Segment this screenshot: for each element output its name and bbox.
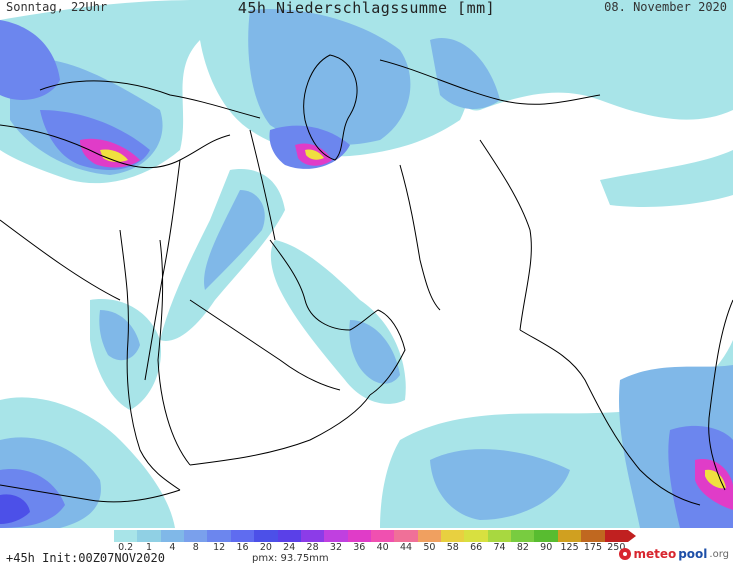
legend-swatch [207,530,231,542]
legend-label: 125 [560,542,579,553]
legend-label: 8 [192,542,199,553]
run-info: +45h Init:00Z07NOV2020 [6,551,165,565]
legend-label: 250 [607,542,626,553]
legend-swatch [417,530,442,542]
legend-arrow [628,530,636,542]
meteopool-logo[interactable]: meteo pool .org [619,547,729,561]
legend-swatch [511,530,535,542]
legend-swatch [487,530,512,542]
logo-icon [619,548,632,560]
legend-label: 4 [169,542,176,553]
coast-red-sea-e [157,239,191,466]
map-svg [0,0,733,528]
legend-label: 0.2 [118,542,134,553]
legend-label: 40 [376,542,389,553]
border-central-asia [379,59,601,105]
precipitation-map [0,0,733,528]
precip-nw-corner [0,20,60,100]
legend-label: 20 [259,542,272,553]
legend-label: 74 [493,542,506,553]
coast-india-west [519,329,701,506]
legend-swatch [324,530,348,542]
color-scale [114,530,636,542]
legend-swatch [557,530,582,542]
border-iran-iraq [249,129,276,241]
legend-swatch [254,530,278,542]
legend-swatch [347,530,371,542]
coast-arabia-south [189,394,371,466]
legend-label: 90 [540,542,553,553]
legend-label: 12 [213,542,226,553]
precip-central-asia-mid [430,38,500,110]
coast-turkey [0,124,231,169]
coast-africa-horn [0,484,181,503]
precip-horn-violet [0,494,30,524]
caspian-sea [303,54,358,161]
legend-label: 32 [329,542,342,553]
precip-levant-mid [204,190,265,290]
logo-text-org: .org [709,548,729,560]
coast-india-east [708,299,733,491]
legend-label: 28 [306,542,319,553]
legend-swatch [534,530,558,542]
legend-swatch [394,530,418,542]
max-precip: pmx: 93.75mm [252,553,329,564]
border-saudi [189,299,341,391]
precip-caucasus-mid [248,9,411,146]
legend-label: 44 [399,542,413,553]
coast-black-sea [39,80,261,119]
coast-gulf [269,239,406,396]
coast-levant [144,159,181,381]
legend-swatch [441,530,465,542]
coastlines-borders [0,54,733,506]
legend-swatch [370,530,395,542]
legend-swatch [464,530,488,542]
legend-swatch [184,530,208,542]
precip-turkey-yellow [100,149,128,163]
legend-label: 16 [236,542,249,553]
precip-oman-mid [349,320,400,384]
precip-central-asia [440,0,733,120]
legend-swatch [137,530,161,542]
logo-text-pool: pool [678,547,708,561]
legend-label: 1 [146,542,153,553]
precip-india-yellow [705,469,726,489]
legend-label: 50 [423,542,436,553]
precip-red-sea-mid [99,310,140,361]
border-egypt [0,219,121,301]
legend-label: 82 [516,542,529,553]
legend-label: 36 [353,542,366,553]
precip-south-central [430,449,570,520]
legend-swatch [230,530,255,542]
precip-caspian-yellow [305,149,324,160]
legend-swatch [300,530,325,542]
border-afg-pak [479,139,532,331]
legend-swatch [581,530,605,542]
color-scale-labels: 0.2 1 4 8 12 16 20 24 28 32 36 40 44 50 58 66 74 82 90 125 1… [114,542,628,554]
legend-swatch [114,530,138,542]
legend-label: 175 [583,542,603,553]
legend-label: 24 [283,542,296,553]
legend-swatch [160,530,185,542]
border-iran-afg [399,164,441,311]
legend-label: 66 [470,542,483,553]
map-footer: 0.2 1 4 8 12 16 20 24 28 32 36 40 44 50 58 66 74 82 90 125 1… [0,528,733,566]
legend-label: 58 [446,542,459,553]
logo-text-meteo: meteo [633,547,677,561]
precip-ne-band [600,150,733,207]
coast-red-sea-w [119,229,181,491]
legend-swatch [277,530,301,542]
legend-swatch [604,530,628,542]
